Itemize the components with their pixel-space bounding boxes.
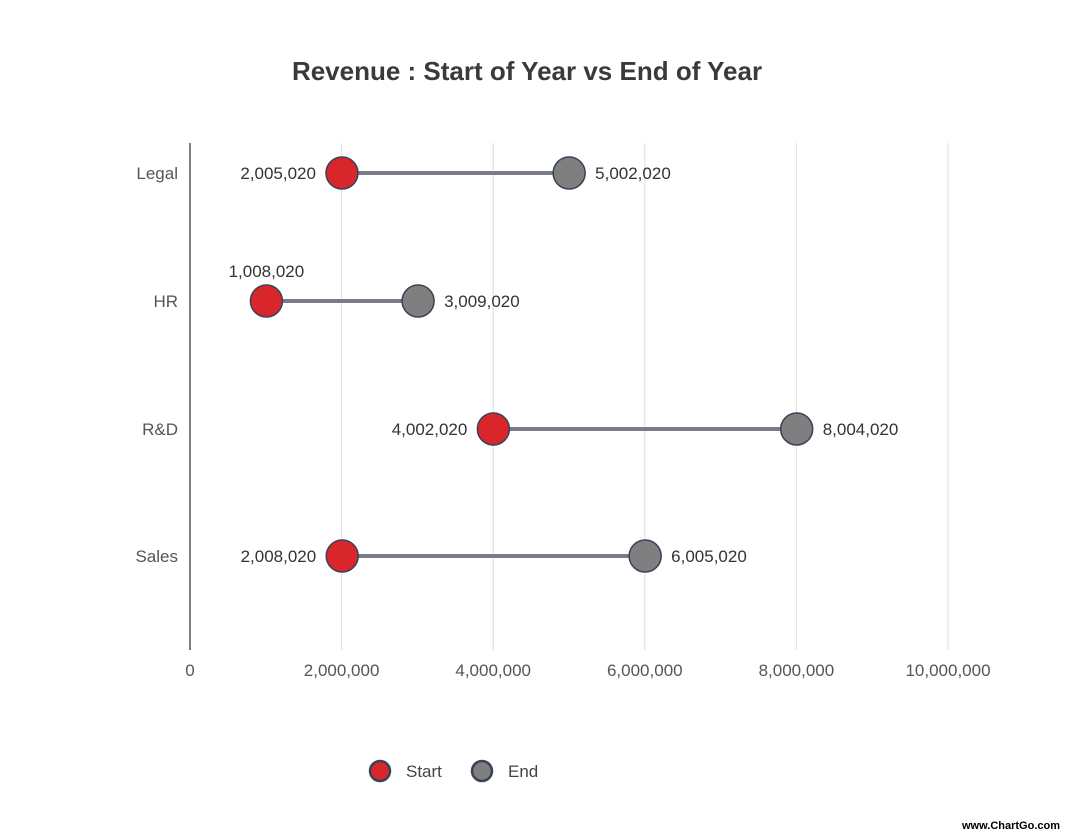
legend-marker-start — [368, 759, 392, 783]
legend-label-end: End — [508, 762, 538, 781]
start-data-label: 1,008,020 — [229, 262, 305, 281]
end-data-label: 8,004,020 — [823, 420, 899, 439]
start-data-label: 4,002,020 — [392, 420, 468, 439]
chart-title: Revenue : Start of Year vs End of Year — [292, 56, 762, 86]
start-point — [476, 412, 511, 446]
category-label: R&D — [142, 420, 178, 439]
category-label: Legal — [136, 164, 178, 183]
category-label: Sales — [135, 547, 178, 566]
watermark: www.ChartGo.com — [961, 820, 1060, 832]
start-data-label: 2,005,020 — [240, 164, 316, 183]
x-tick-label: 4,000,000 — [455, 661, 531, 680]
end-data-label: 5,002,020 — [595, 164, 671, 183]
end-data-label: 3,009,020 — [444, 292, 520, 311]
end-point — [401, 284, 435, 318]
legend: Start End — [368, 759, 538, 783]
x-tick-label: 10,000,000 — [905, 661, 990, 680]
x-tick-label: 2,000,000 — [304, 661, 380, 680]
x-tick-label: 6,000,000 — [607, 661, 683, 680]
x-tick-label: 8,000,000 — [759, 661, 835, 680]
legend-marker-end — [470, 759, 494, 783]
x-tick-label: 0 — [185, 661, 194, 680]
end-point — [552, 156, 586, 190]
legend-label-start: Start — [406, 762, 442, 781]
end-point — [628, 539, 662, 573]
start-point — [249, 284, 284, 318]
start-point — [325, 539, 359, 573]
start-data-label: 2,008,020 — [241, 547, 317, 566]
end-data-label: 6,005,020 — [671, 547, 747, 566]
category-label: HR — [153, 292, 178, 311]
start-point — [325, 156, 359, 190]
end-point — [779, 412, 814, 446]
